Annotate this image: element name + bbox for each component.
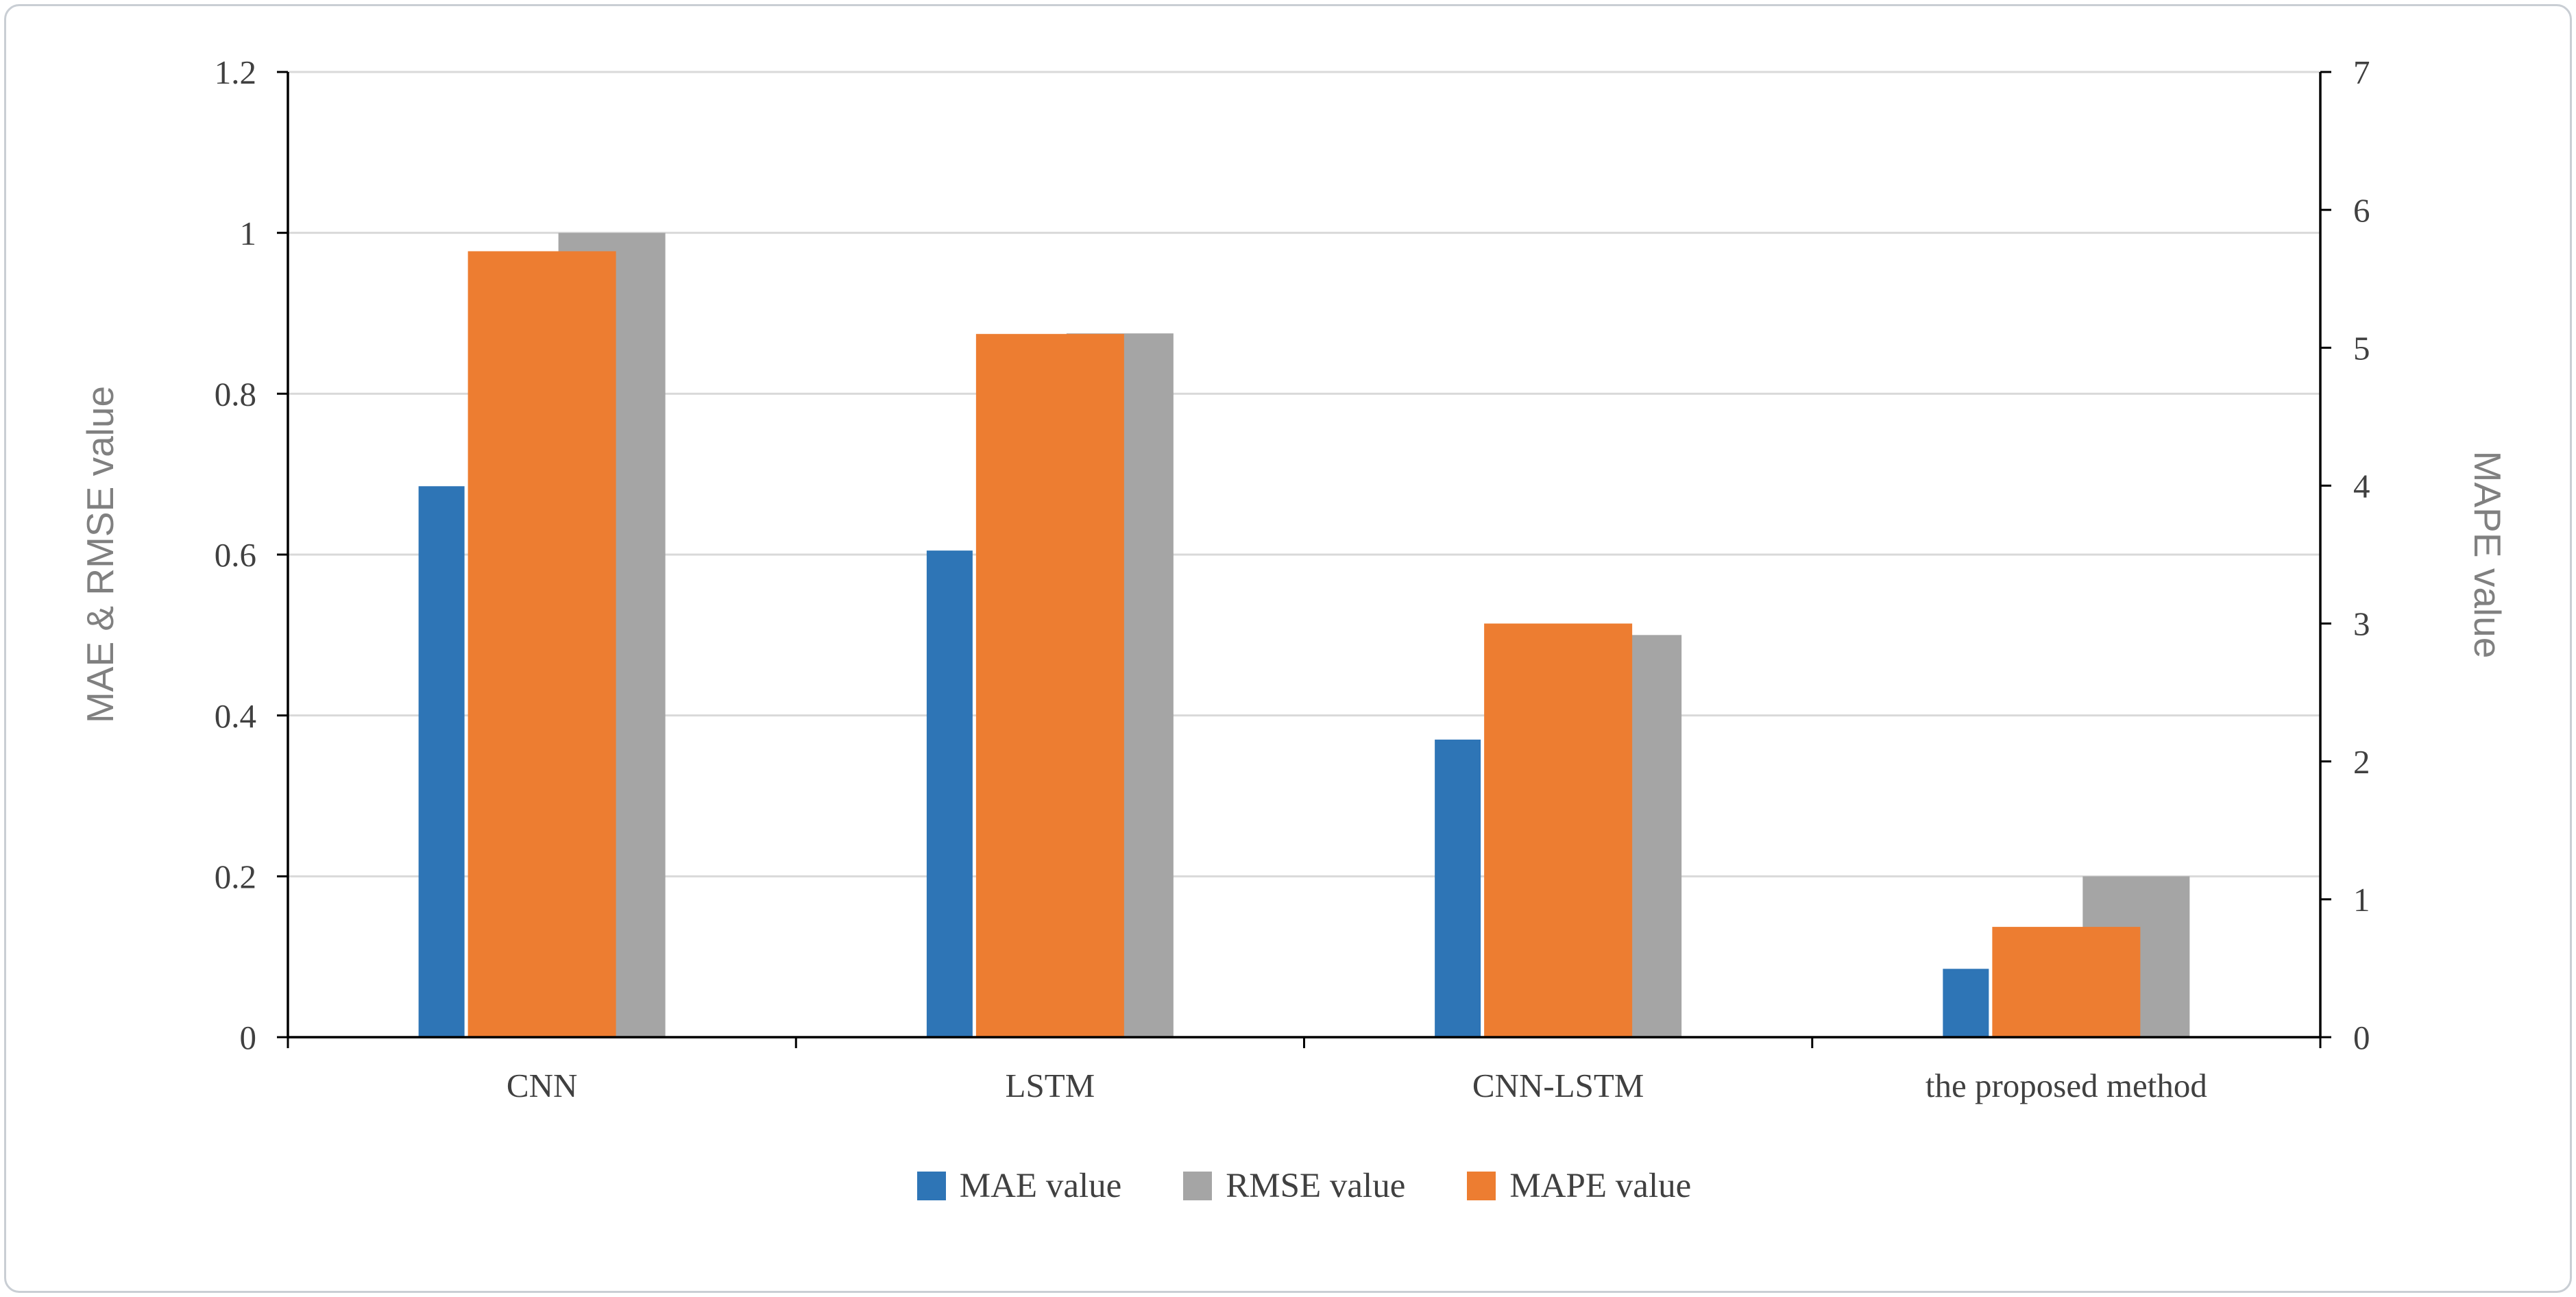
legend-swatch-rmse-value bbox=[1183, 1172, 1213, 1200]
bar-mape-the-proposed-method bbox=[1992, 927, 2141, 1037]
legend-label: MAPE value bbox=[1509, 1167, 1692, 1205]
category-labels: CNN LSTM CNN-LSTM the proposed method bbox=[507, 1067, 2207, 1104]
left-tick-label: 0.2 bbox=[215, 858, 256, 895]
bar-mape-cnn bbox=[467, 251, 616, 1037]
category-label-cnn-lstm: CNN-LSTM bbox=[1472, 1067, 1644, 1104]
category-label-cnn: CNN bbox=[507, 1067, 577, 1104]
right-tick-label: 4 bbox=[2353, 468, 2370, 505]
right-tick-label: 7 bbox=[2353, 53, 2370, 91]
bar-mae-lstm bbox=[926, 550, 973, 1037]
left-tick-label: 0 bbox=[240, 1019, 257, 1056]
legend-item-rmse-value: RMSE value bbox=[1183, 1166, 1405, 1206]
left-tick-label: 1.2 bbox=[215, 53, 256, 91]
right-tick-label: 5 bbox=[2353, 329, 2370, 367]
category-label-lstm: LSTM bbox=[1006, 1067, 1095, 1104]
bar-mae-the-proposed-method bbox=[1943, 969, 1989, 1037]
category-label-the-proposed-method: the proposed method bbox=[1925, 1067, 2207, 1104]
legend-swatch-mae-value bbox=[916, 1172, 946, 1200]
bar-mae-cnn bbox=[418, 486, 465, 1037]
legend-label: MAE value bbox=[959, 1167, 1122, 1205]
legend-item-mape-value: MAPE value bbox=[1467, 1166, 1691, 1206]
legend: MAE value RMSE value MAPE value bbox=[288, 1162, 2320, 1210]
tick-labels: 0 0.2 0.4 0.6 0.8 1 1.2 0 1 2 3 4 5 6 7 bbox=[215, 53, 2370, 1056]
left-axis-title: MAE & RMSE value bbox=[79, 386, 121, 723]
left-tick-label: 1 bbox=[240, 215, 257, 252]
right-axis-title: MAPE value bbox=[2466, 451, 2509, 659]
legend-swatch-mape-value bbox=[1467, 1172, 1496, 1200]
bars bbox=[418, 232, 2190, 1038]
legend-label: RMSE value bbox=[1226, 1167, 1406, 1205]
right-tick-label: 6 bbox=[2353, 191, 2370, 229]
right-tick-label: 0 bbox=[2353, 1019, 2370, 1056]
right-tick-label: 3 bbox=[2353, 605, 2370, 643]
legend-item-mae-value: MAE value bbox=[916, 1166, 1122, 1206]
bar-mape-lstm bbox=[975, 334, 1124, 1038]
bar-mae-cnn-lstm bbox=[1435, 739, 1481, 1037]
right-tick-label: 2 bbox=[2353, 743, 2370, 781]
left-tick-label: 0.8 bbox=[215, 375, 256, 413]
right-tick-label: 1 bbox=[2353, 881, 2370, 919]
left-tick-label: 0.6 bbox=[215, 536, 256, 574]
tick-marks bbox=[277, 71, 2331, 1048]
left-tick-label: 0.4 bbox=[215, 697, 256, 735]
bar-mape-cnn-lstm bbox=[1484, 623, 1633, 1037]
